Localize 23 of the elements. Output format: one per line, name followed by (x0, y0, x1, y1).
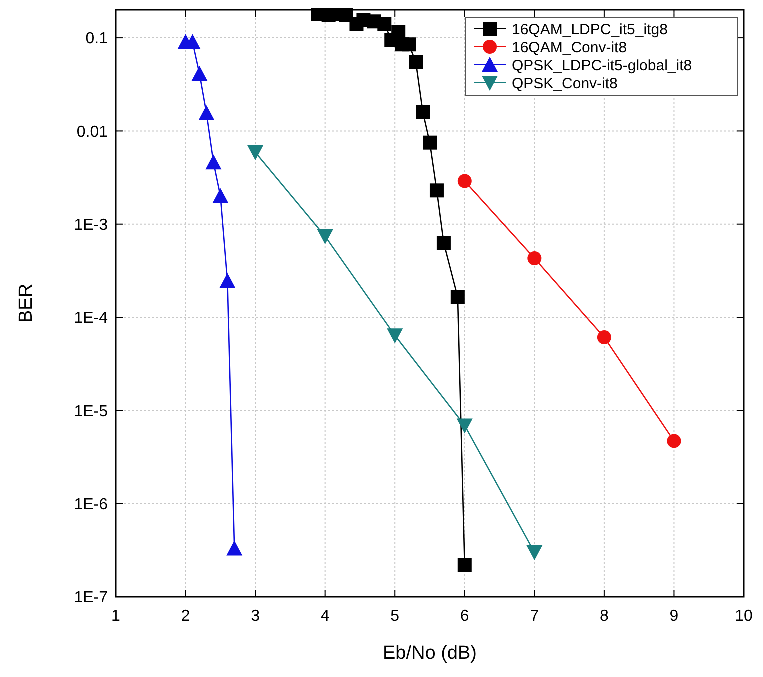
x-tick-label: 5 (390, 608, 400, 625)
x-axis-title: Eb/No (dB) (383, 643, 477, 664)
x-tick-label: 8 (600, 608, 609, 625)
x-tick-label: 4 (320, 608, 330, 625)
y-axis-title: BER (16, 284, 37, 324)
x-tick-label: 6 (460, 608, 470, 625)
y-tick-label: 1E-3 (74, 216, 108, 234)
legend-label: QPSK_Conv-it8 (512, 75, 618, 92)
legend-label: QPSK_LDPC-it5-global_it8 (512, 57, 692, 74)
x-tick-label: 10 (735, 608, 753, 625)
legend-label: 16QAM_LDPC_it5_itg8 (512, 21, 668, 38)
legend-label: 16QAM_Conv-it8 (512, 39, 628, 56)
y-tick-label: 1E-6 (74, 496, 108, 514)
y-tick-label: 1E-4 (74, 310, 108, 328)
y-tick-label: 0.01 (76, 124, 108, 141)
x-tick-label: 3 (251, 608, 260, 625)
x-tick-label: 9 (670, 608, 679, 625)
y-tick-label: 0.1 (86, 30, 108, 48)
y-tick-label: 1E-5 (74, 403, 108, 420)
x-tick-label: 7 (530, 608, 540, 625)
x-tick-label: 2 (181, 608, 190, 625)
x-tick-label: 1 (112, 608, 121, 625)
y-tick-label: 1E-7 (74, 590, 108, 607)
